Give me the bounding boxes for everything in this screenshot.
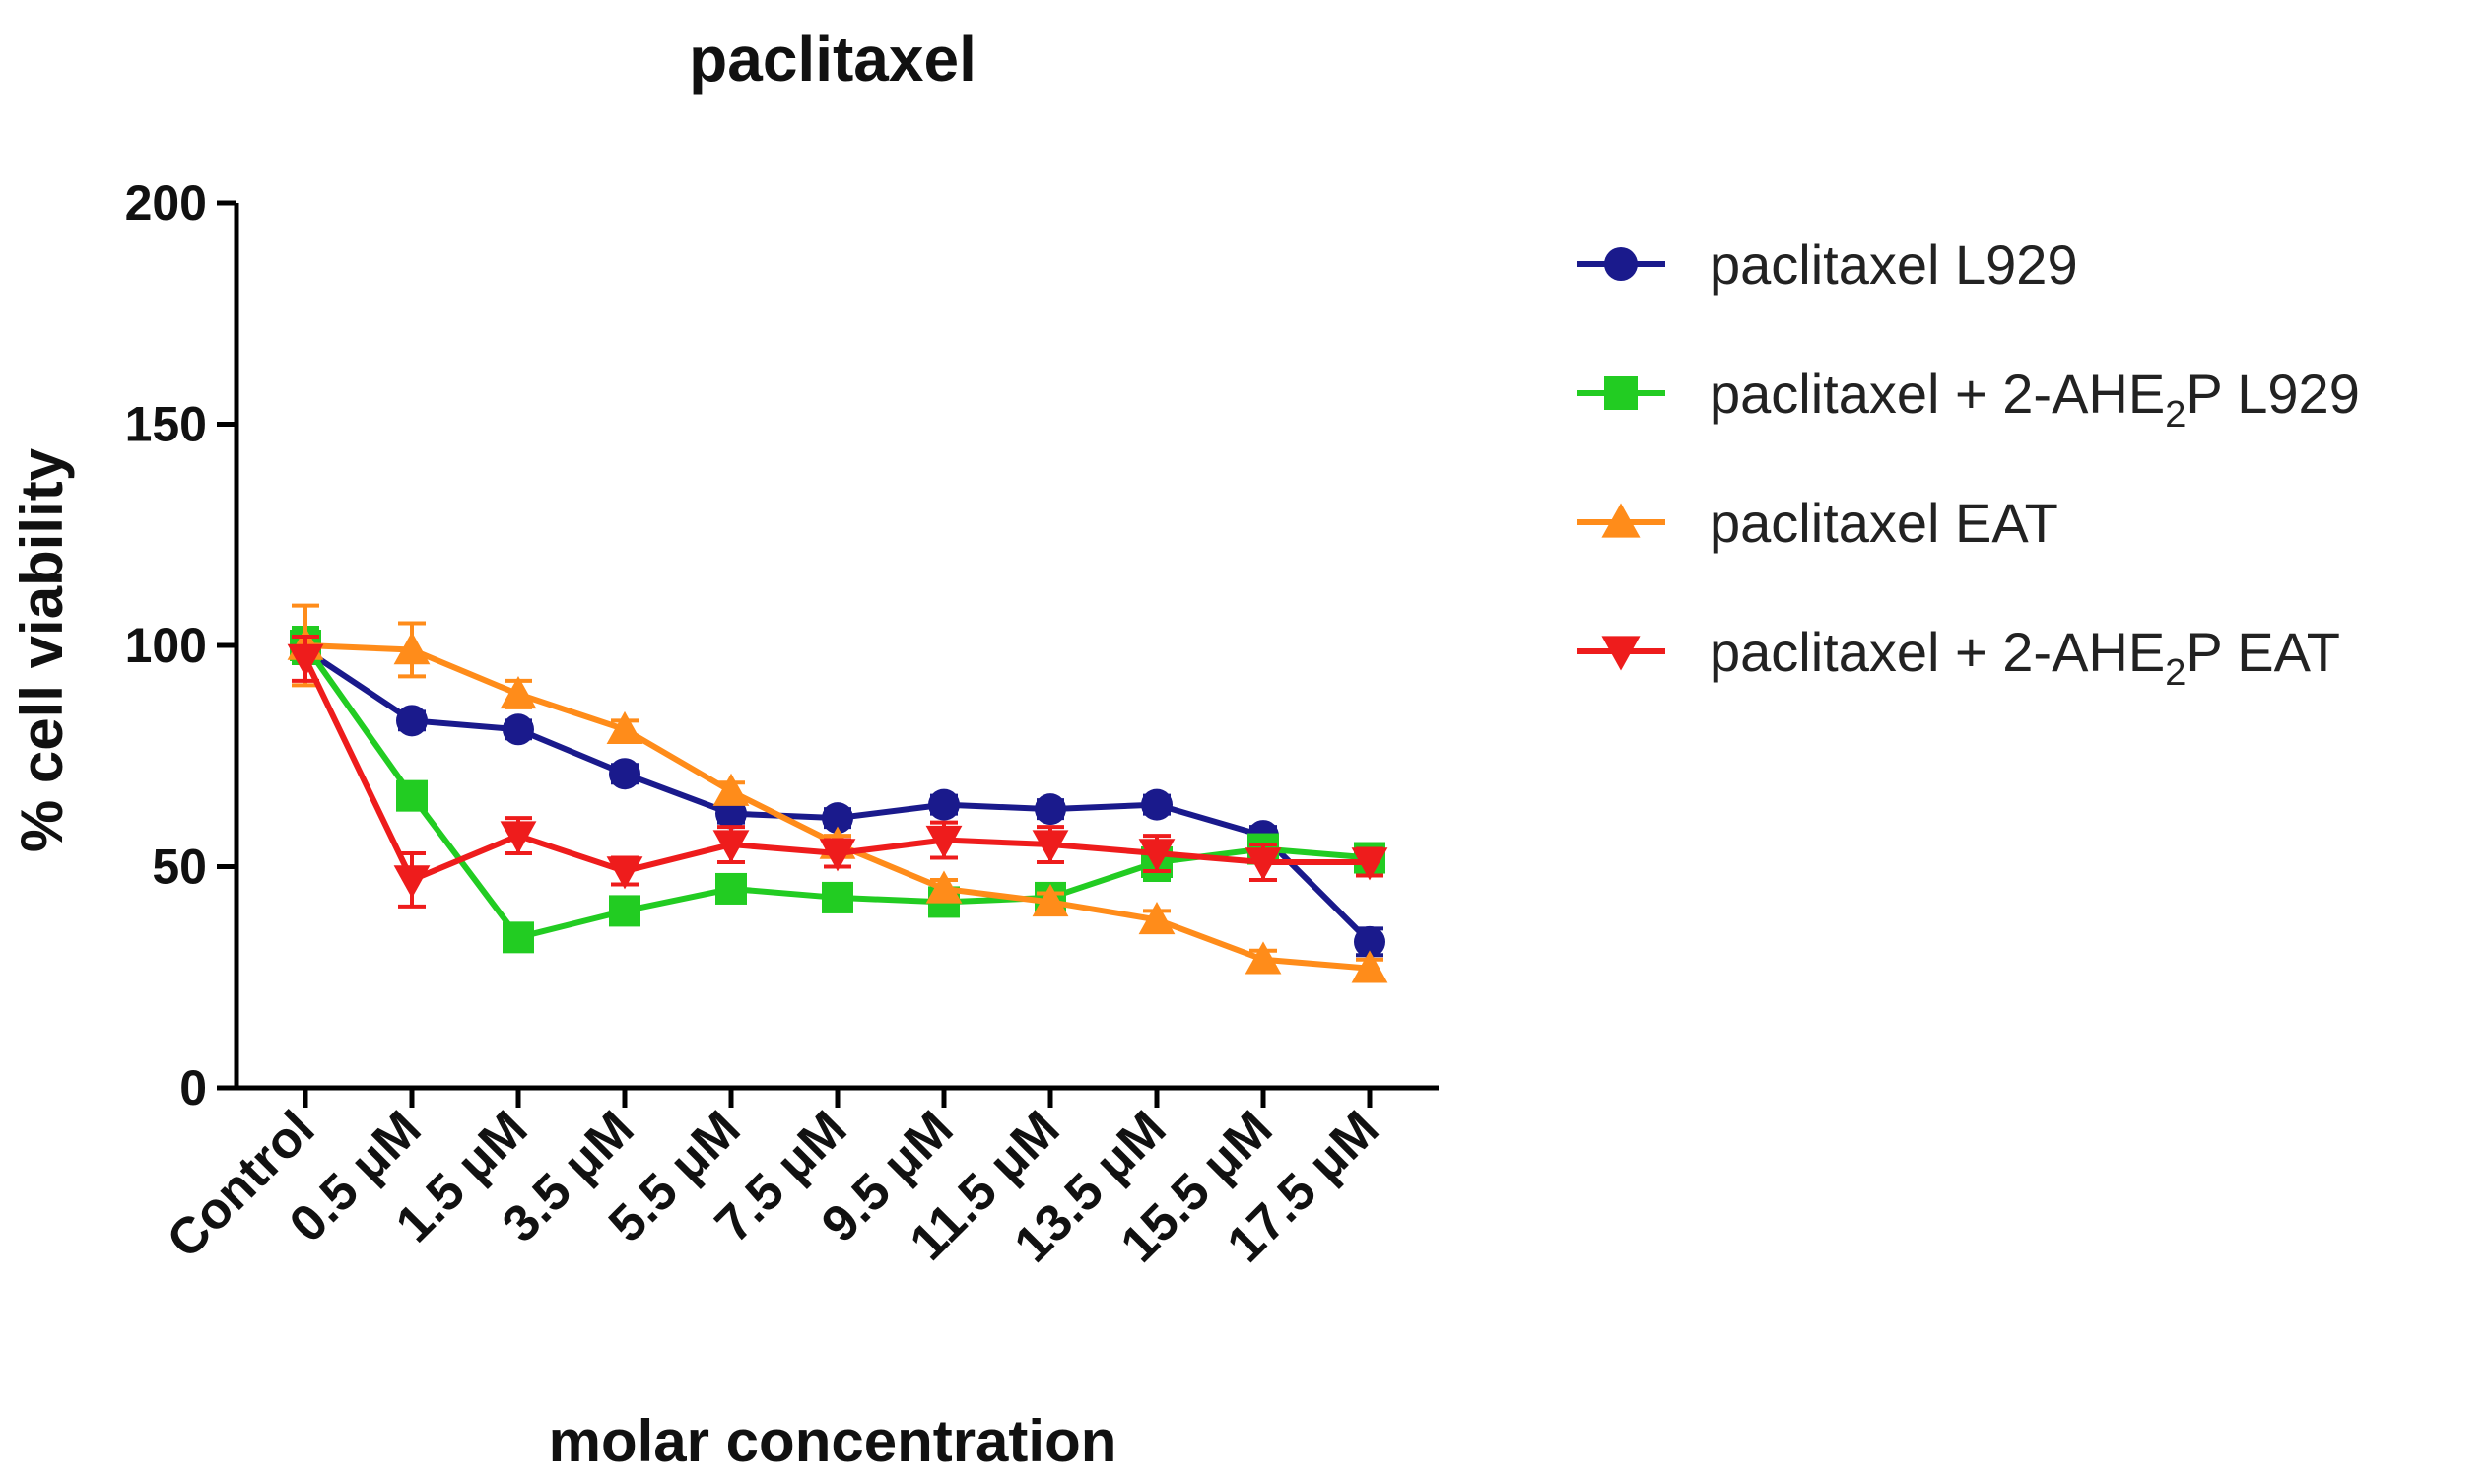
data-point xyxy=(396,705,428,737)
data-point xyxy=(1351,847,1388,881)
y-axis-label: % cell viability xyxy=(9,447,75,852)
data-point xyxy=(925,870,963,904)
data-point xyxy=(1245,847,1282,881)
data-point xyxy=(1245,941,1282,975)
legend-marker xyxy=(1601,636,1641,671)
data-point xyxy=(396,779,428,812)
series-3 xyxy=(287,603,1388,983)
legend-item-2: paclitaxel + 2-AHE2P L929 xyxy=(1577,363,2360,436)
x-tick-label: Control xyxy=(157,1100,326,1269)
data-point xyxy=(715,872,747,905)
series-2 xyxy=(290,626,1385,954)
legend: paclitaxel L929 paclitaxel + 2-AHE2P L929… xyxy=(1577,234,2360,694)
legend-marker xyxy=(1601,503,1641,538)
data-point xyxy=(393,632,431,665)
data-point xyxy=(606,856,643,890)
data-point xyxy=(1138,839,1176,872)
data-point xyxy=(822,802,853,835)
data-point xyxy=(606,710,643,745)
y-tick-label: 0 xyxy=(179,1060,207,1115)
y-tick-label: 100 xyxy=(125,618,207,673)
y-tick-label: 50 xyxy=(152,840,207,895)
data-point xyxy=(609,895,640,927)
data-point xyxy=(1138,901,1176,935)
data-point xyxy=(925,825,963,858)
y-tick-label: 150 xyxy=(125,397,207,452)
y-tick-label: 200 xyxy=(125,175,207,231)
data-point xyxy=(1035,793,1066,826)
legend-marker xyxy=(1604,247,1638,281)
data-point xyxy=(609,758,640,790)
legend-item-4: paclitaxel + 2-AHE2P EAT xyxy=(1577,621,2340,694)
x-axis-label: molar concentration xyxy=(549,1408,1117,1474)
legend-label: paclitaxel + 2-AHE2P L929 xyxy=(1710,363,2360,436)
data-point xyxy=(500,821,537,854)
legend-label: paclitaxel L929 xyxy=(1710,234,2078,296)
data-point xyxy=(712,830,750,863)
legend-item-3: paclitaxel EAT xyxy=(1577,492,2058,554)
legend-label: paclitaxel + 2-AHE2P EAT xyxy=(1710,621,2340,694)
legend-item-1: paclitaxel L929 xyxy=(1577,234,2078,296)
data-point xyxy=(500,675,537,709)
data-point xyxy=(1351,950,1388,983)
chart-title: paclitaxel xyxy=(689,24,976,95)
data-point xyxy=(1141,788,1173,821)
data-point xyxy=(287,643,324,677)
legend-label: paclitaxel EAT xyxy=(1710,492,2058,554)
data-point xyxy=(503,921,534,954)
data-point xyxy=(822,881,853,913)
legend-marker xyxy=(1604,376,1638,410)
series-4 xyxy=(287,635,1388,909)
data-point xyxy=(712,773,750,806)
y-ticks: 0 50 100 150 200 xyxy=(125,175,236,1115)
series-layer xyxy=(287,603,1388,983)
data-point xyxy=(819,839,856,872)
data-point xyxy=(1354,925,1385,958)
data-point xyxy=(928,788,960,821)
data-point xyxy=(1032,830,1069,863)
data-point xyxy=(1032,884,1069,917)
data-point xyxy=(503,713,534,746)
data-point xyxy=(393,865,431,899)
